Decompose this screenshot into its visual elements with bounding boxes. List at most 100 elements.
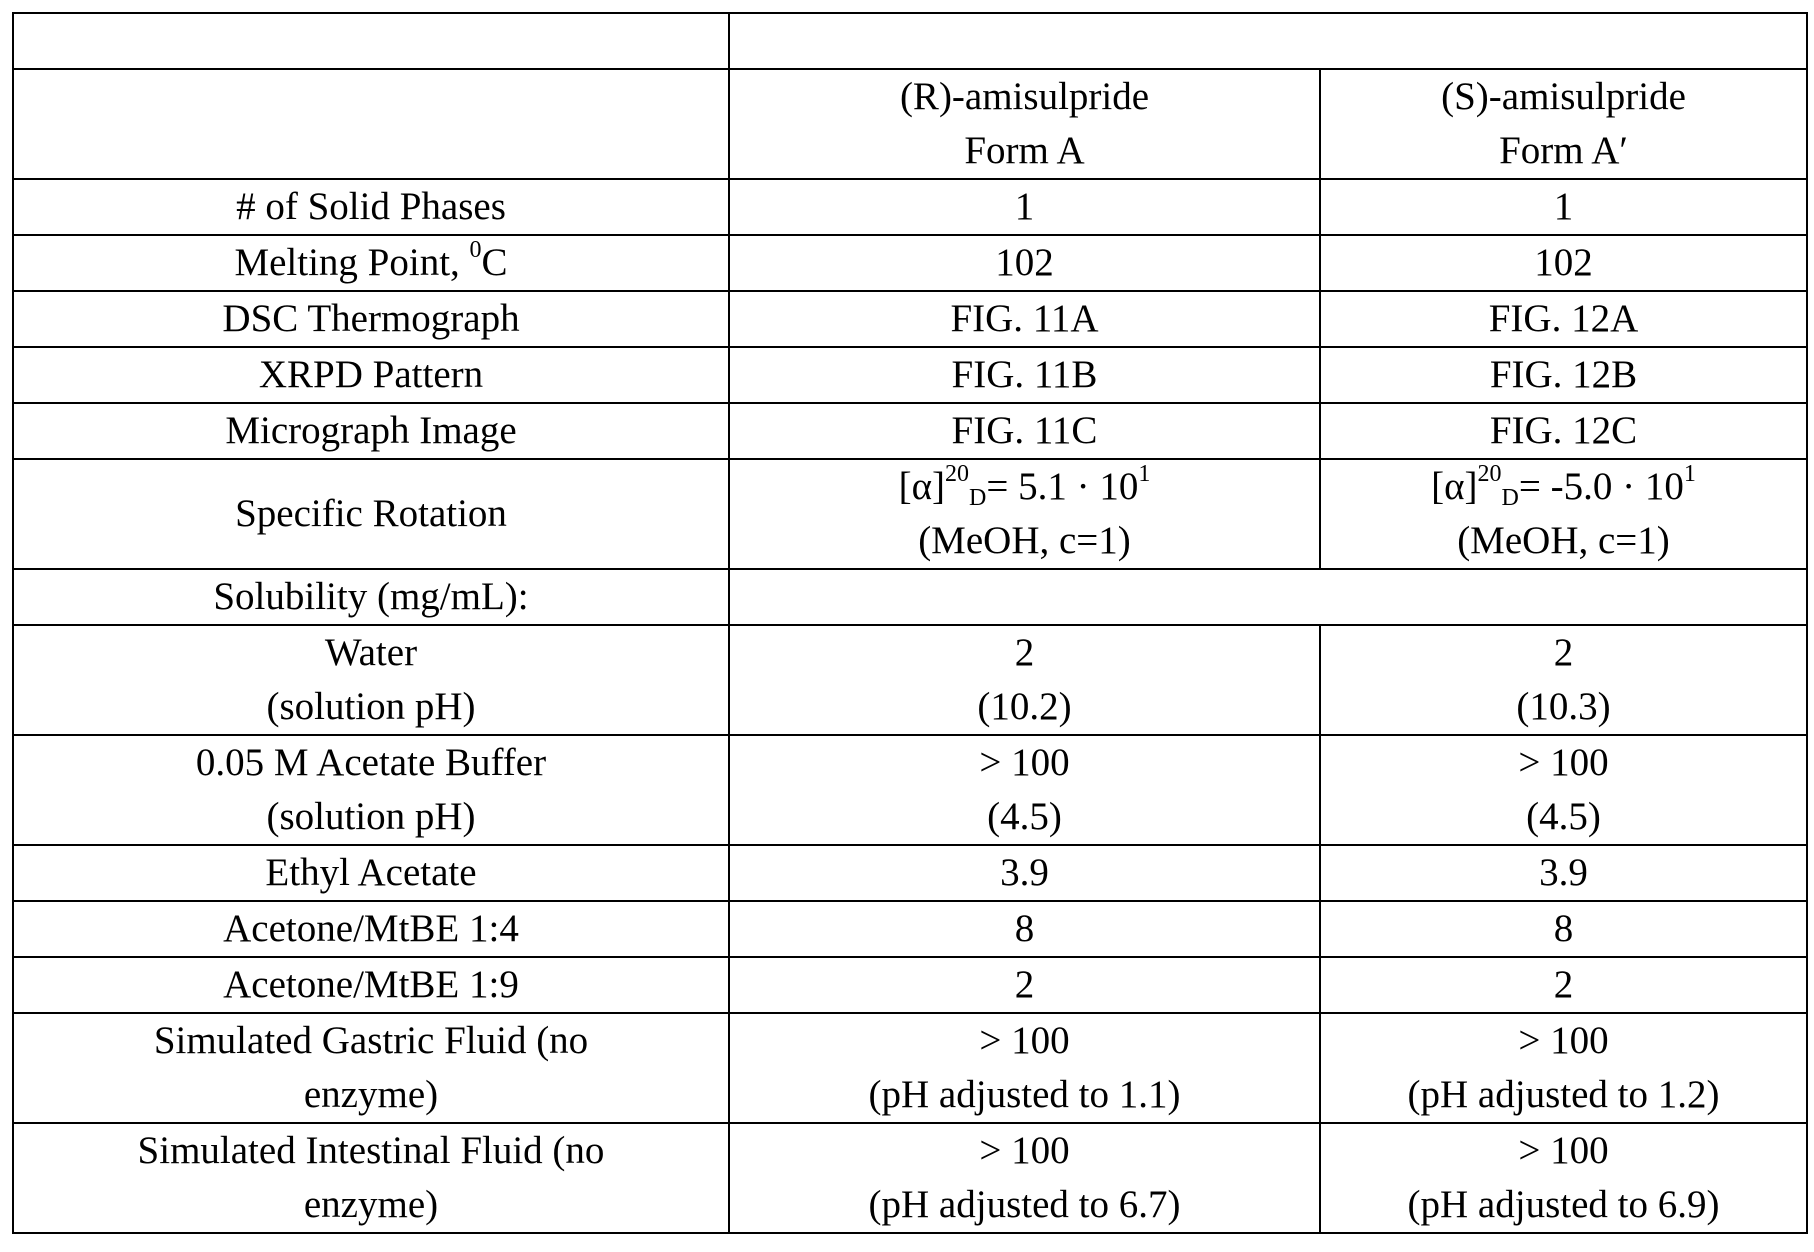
blank-cell — [729, 13, 1807, 69]
line-1: > 100 — [979, 1019, 1069, 1062]
sup: 20 — [945, 461, 969, 487]
cell-s: [α]20D= -5.0 · 101 (MeOH, c=1) — [1320, 459, 1807, 569]
line-1: 8 — [1015, 907, 1035, 950]
line-2: (4.5) — [1526, 795, 1601, 838]
cell-s: > 100 (pH adjusted to 1.2) — [1320, 1013, 1807, 1123]
cell-r: [α]20D= 5.1 · 101(MeOH, c=1) — [729, 459, 1320, 569]
cell-r: 8 — [729, 901, 1320, 957]
line-1: > 100 — [1518, 1019, 1608, 1062]
cell-r: 1 — [729, 179, 1320, 235]
row-label: Specific Rotation — [13, 459, 729, 569]
line-1: > 100 — [1518, 1129, 1608, 1172]
header-text: Form A′ — [1499, 129, 1628, 172]
conditions: (MeOH, c=1) — [918, 519, 1131, 562]
cell-s: 2 (10.3) — [1320, 625, 1807, 735]
cell-s: 8 — [1320, 901, 1807, 957]
line-2: enzyme) — [304, 1183, 438, 1226]
degree-sup: 0 — [470, 237, 482, 263]
blank-cell — [13, 13, 729, 69]
rotation-row: Specific Rotation [α]20D= 5.1 · 101(MeOH… — [13, 459, 1807, 569]
line-1: > 100 — [1518, 741, 1608, 784]
cell-s: 3.9 — [1320, 845, 1807, 901]
table-row: Water (solution pH) 2 (10.2) 2 (10.3) — [13, 625, 1807, 735]
row-label: Water (solution pH) — [13, 625, 729, 735]
cell-s: FIG. 12A — [1320, 291, 1807, 347]
cell-r: > 100(4.5) — [729, 735, 1320, 845]
conditions: (MeOH, c=1) — [1457, 519, 1670, 562]
blank-title-row — [13, 13, 1807, 69]
header-s: (S)-amisulpride Form A′ — [1320, 69, 1807, 179]
table-row: Acetone/MtBE 1:4 8 8 — [13, 901, 1807, 957]
cell-r: 2 (10.2) — [729, 625, 1320, 735]
line-2: (pH adjusted to 1.2) — [1408, 1073, 1720, 1116]
row-label: XRPD Pattern — [13, 347, 729, 403]
line-1: 3.9 — [1539, 851, 1588, 894]
header-text: Form A — [964, 129, 1084, 172]
cell-s: FIG. 12B — [1320, 347, 1807, 403]
sup: 20 — [1478, 461, 1502, 487]
line-1: 8 — [1554, 907, 1574, 950]
row-label: Acetone/MtBE 1:4 — [13, 901, 729, 957]
line-2: (solution pH) — [266, 685, 475, 728]
cell-s: 2 — [1320, 957, 1807, 1013]
line-2: (pH adjusted to 6.9) — [1408, 1183, 1720, 1226]
sub: D — [1502, 485, 1519, 511]
line-1: 2 — [1015, 631, 1035, 674]
table-row: Melting Point, 0C 102 102 — [13, 235, 1807, 291]
sub: D — [969, 485, 986, 511]
line-1: Water — [325, 631, 417, 674]
cell-r: FIG. 11A — [729, 291, 1320, 347]
label-text: Melting Point, — [234, 241, 469, 284]
line-1: 2 — [1015, 963, 1035, 1006]
row-label: Simulated Intestinal Fluid (no enzyme) — [13, 1123, 729, 1233]
line-1: > 100 — [979, 741, 1069, 784]
cell-s: 1 — [1320, 179, 1807, 235]
cell-r: 3.9 — [729, 845, 1320, 901]
line-1: 2 — [1554, 631, 1574, 674]
table-row: Micrograph Image FIG. 11C FIG. 12C — [13, 403, 1807, 459]
table-row: 0.05 M Acetate Buffer(solution pH) > 100 (… — [13, 735, 1807, 845]
row-label: 0.05 M Acetate Buffer(solution pH) — [13, 735, 729, 845]
line-1: 2 — [1554, 963, 1574, 1006]
line-1: > 100 — [979, 1129, 1069, 1172]
value: = 5.1 · 10 — [986, 465, 1138, 508]
line-2: (pH adjusted to 6.7) — [869, 1183, 1181, 1226]
header-row: (R)-amisulpride Form A (S)-amisulpride For… — [13, 69, 1807, 179]
properties-table: (R)-amisulpride Form A (S)-amisulpride For… — [12, 12, 1808, 1234]
row-label: # of Solid Phases — [13, 179, 729, 235]
alpha: [α] — [899, 465, 945, 508]
cell-r: FIG. 11C — [729, 403, 1320, 459]
row-label: Ethyl Acetate — [13, 845, 729, 901]
cell-s: FIG. 12C — [1320, 403, 1807, 459]
line-2: enzyme) — [304, 1073, 438, 1116]
row-label: DSC Thermograph — [13, 291, 729, 347]
row-label: Solubility (mg/mL): — [13, 569, 729, 625]
header-r: (R)-amisulpride Form A — [729, 69, 1320, 179]
cell-s: > 100 (4.5) — [1320, 735, 1807, 845]
solubility-header-row: Solubility (mg/mL): — [13, 569, 1807, 625]
line-2: (10.2) — [977, 685, 1071, 728]
row-label: Acetone/MtBE 1:9 — [13, 957, 729, 1013]
line-1: Acetone/MtBE 1:9 — [223, 963, 519, 1006]
header-text: (R)-amisulpride — [900, 75, 1149, 118]
row-label: Micrograph Image — [13, 403, 729, 459]
exp: 1 — [1684, 461, 1696, 487]
line-2: (pH adjusted to 1.1) — [869, 1073, 1181, 1116]
value: = -5.0 · 10 — [1519, 465, 1684, 508]
cell-r: > 100 (pH adjusted to 1.1) — [729, 1013, 1320, 1123]
label-text: C — [482, 241, 508, 284]
header-text: (S)-amisulpride — [1441, 75, 1686, 118]
line-1: Simulated Gastric Fluid (no — [154, 1019, 588, 1062]
line-1: Simulated Intestinal Fluid (no — [138, 1129, 605, 1172]
alpha: [α] — [1431, 465, 1477, 508]
line-1: Ethyl Acetate — [265, 851, 476, 894]
table-row: Simulated Gastric Fluid (no enzyme) > 100 (… — [13, 1013, 1807, 1123]
cell-s: 102 — [1320, 235, 1807, 291]
table-row: Acetone/MtBE 1:9 2 2 — [13, 957, 1807, 1013]
blank-cell — [729, 569, 1807, 625]
line-2: (10.3) — [1516, 685, 1610, 728]
cell-r: FIG. 11B — [729, 347, 1320, 403]
cell-s: > 100 (pH adjusted to 6.9) — [1320, 1123, 1807, 1233]
cell-r: 102 — [729, 235, 1320, 291]
line-1: Acetone/MtBE 1:4 — [223, 907, 519, 950]
